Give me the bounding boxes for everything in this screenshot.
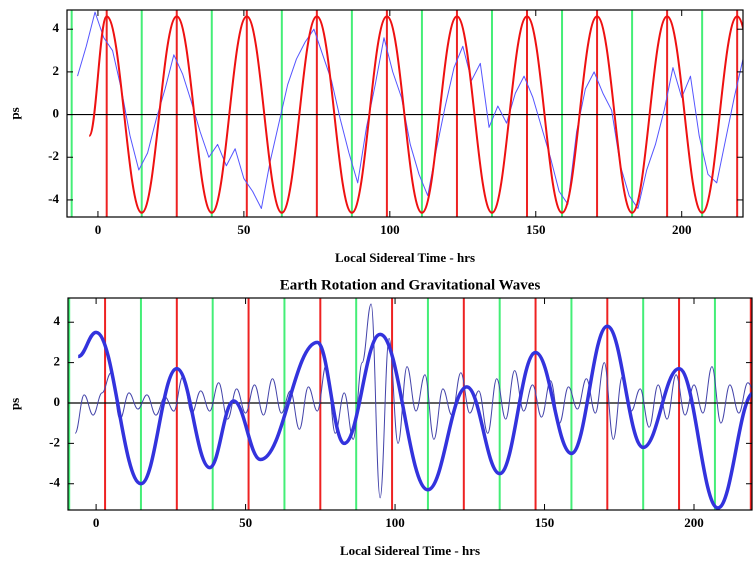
y-tick-label: 2 xyxy=(54,354,61,369)
x-tick-label: 200 xyxy=(672,222,692,237)
x-tick-label: 0 xyxy=(93,515,100,530)
x-tick-label: 50 xyxy=(239,515,252,530)
x-tick-label: 50 xyxy=(237,222,250,237)
x-tick-label: 0 xyxy=(95,222,102,237)
plot-frame xyxy=(67,297,753,511)
y-tick-label: 4 xyxy=(54,313,61,328)
y-tick-label: 0 xyxy=(54,394,61,409)
plot-area xyxy=(68,298,752,510)
y-axis-label: ps xyxy=(7,107,22,119)
series-line xyxy=(77,11,743,209)
y-tick-label: -2 xyxy=(49,434,60,449)
x-tick-label: 200 xyxy=(684,515,704,530)
y-tick-label: 4 xyxy=(53,20,60,35)
x-tick-label: 100 xyxy=(380,222,400,237)
y-tick-label: 0 xyxy=(53,106,60,121)
plot-frame xyxy=(66,9,744,218)
chart-title: Earth Rotation and Gravitational Waves xyxy=(280,277,541,293)
y-axis-label: ps xyxy=(7,398,22,410)
series-line xyxy=(77,324,752,510)
series-line xyxy=(88,15,743,214)
x-tick-label: 150 xyxy=(526,222,546,237)
x-axis-label: Local Sidereal Time - hrs xyxy=(335,250,475,265)
x-axis-label: Local Sidereal Time - hrs xyxy=(340,543,480,558)
y-tick-label: 2 xyxy=(53,63,60,78)
y-tick-label: -4 xyxy=(49,475,60,490)
x-tick-label: 100 xyxy=(385,515,405,530)
y-tick-label: -4 xyxy=(48,191,59,206)
y-tick-label: -2 xyxy=(48,148,59,163)
x-tick-label: 150 xyxy=(535,515,555,530)
plot-area xyxy=(67,10,743,217)
